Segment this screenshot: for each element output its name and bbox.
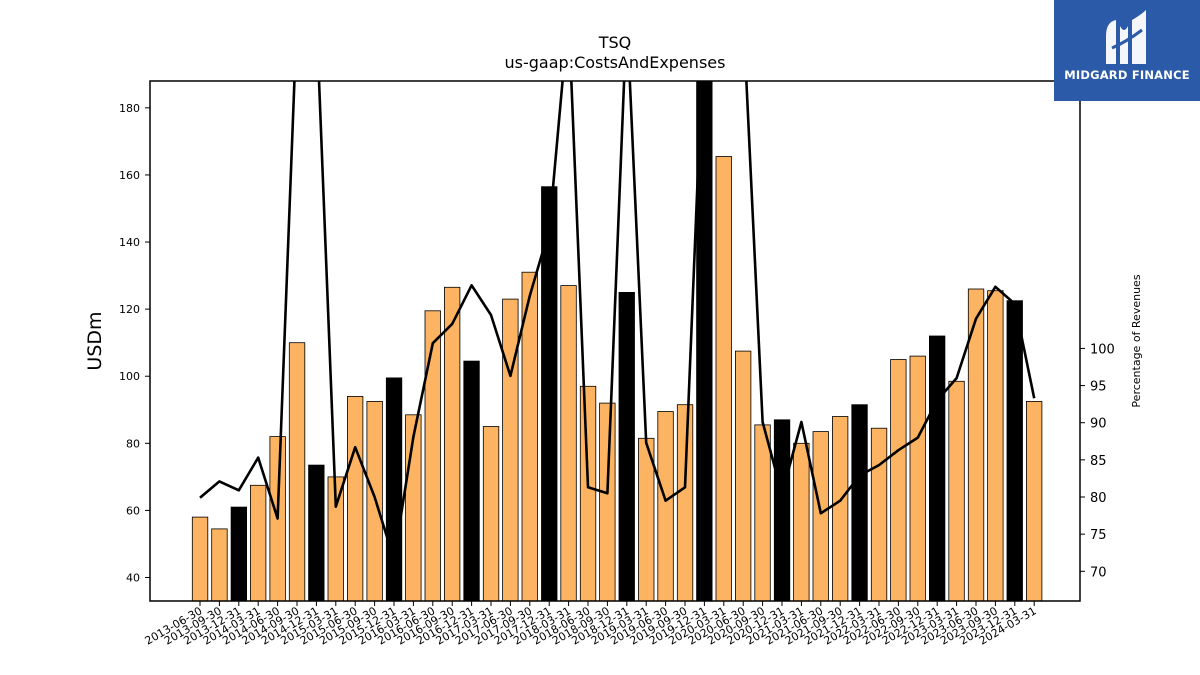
bar-series [191, 81, 1043, 601]
percentage-of-revenues-line [199, 81, 1036, 561]
y-tick-label: 100 [119, 370, 140, 383]
line-series [199, 81, 1036, 561]
y-axis-label: USDm [84, 311, 106, 370]
bar-2020-03-31 [715, 156, 732, 601]
y2-tick-label: 85 [1090, 454, 1107, 469]
y-tick-label: 160 [119, 169, 140, 182]
bar-2013-12-31 [230, 506, 248, 601]
bar-2021-06-30 [812, 431, 829, 601]
y-tick-label: 120 [119, 303, 140, 316]
bar-2022-03-31 [870, 427, 888, 601]
y2-tick-label: 95 [1090, 380, 1107, 395]
bar-2022-12-31 [929, 335, 946, 601]
bar-2020-09-30 [754, 424, 771, 601]
bar-2023-09-30 [987, 290, 1004, 601]
y2-tick-label: 100 [1090, 342, 1115, 357]
y-tick-label: 180 [119, 102, 140, 115]
bar-2019-09-30 [676, 404, 694, 601]
bar-2023-06-30 [967, 288, 985, 601]
midgard-finance-logo: MIDGARD FINANCE [1054, 0, 1200, 101]
logo-text: MIDGARD FINANCE [1064, 68, 1190, 82]
bar-2019-06-30 [657, 411, 674, 601]
y-axis-right: 70 75 80 85 90 95 100 [1080, 342, 1115, 580]
y2-tick-label: 75 [1090, 528, 1107, 543]
logo-mark-icon [1106, 10, 1146, 64]
bar-2023-12-31 [1006, 300, 1023, 601]
y2-tick-label: 70 [1090, 565, 1107, 580]
y-tick-label: 60 [126, 504, 140, 517]
bar-2022-09-30 [909, 355, 926, 601]
bar-2018-12-31 [618, 291, 635, 601]
bar-2019-12-31 [696, 81, 713, 601]
x-axis: 2013-06-302013-09-302013-12-312014-03-31… [143, 601, 1039, 648]
bar-2016-09-30 [443, 286, 461, 601]
bar-2018-06-30 [579, 385, 597, 601]
bar-2017-06-30 [502, 298, 519, 601]
bar-2020-12-31 [773, 419, 791, 601]
bar-2013-09-30 [211, 528, 228, 601]
plot-frame [149, 80, 1081, 602]
y-tick-label: 40 [126, 572, 140, 585]
y2-axis-label: Percentage of Revenues [1130, 274, 1143, 407]
bar-2021-12-31 [851, 404, 868, 601]
bar-2016-06-30 [424, 310, 441, 601]
bar-2017-09-30 [521, 271, 538, 601]
bar-2015-12-31 [385, 377, 403, 601]
bar-2020-06-30 [735, 350, 752, 601]
bar-2022-06-30 [890, 359, 907, 601]
bar-2018-03-31 [560, 285, 577, 601]
chart-subtitle: us-gaap:CostsAndExpenses [505, 53, 726, 72]
y-axis-left: 40 60 80 100 120 140 160 180 [119, 102, 150, 585]
y-tick-label: 80 [126, 437, 140, 450]
bar-2014-12-31 [308, 464, 325, 601]
bar-2017-03-31 [482, 426, 500, 601]
bar-2021-09-30 [832, 416, 849, 601]
bar-2014-03-31 [249, 484, 267, 601]
bar-2015-06-30 [346, 395, 364, 601]
bar-2021-03-31 [793, 442, 810, 601]
chart-title: TSQ [598, 33, 632, 52]
bar-2024-03-31 [1026, 400, 1043, 601]
y2-tick-label: 90 [1090, 417, 1107, 432]
bar-2014-09-30 [288, 342, 306, 601]
bar-2016-12-31 [463, 360, 480, 601]
bar-2023-03-31 [948, 380, 965, 601]
y2-tick-label: 80 [1090, 491, 1107, 506]
bar-2018-09-30 [599, 402, 616, 601]
bar-2013-06-30 [191, 516, 209, 601]
y-tick-label: 140 [119, 236, 140, 249]
